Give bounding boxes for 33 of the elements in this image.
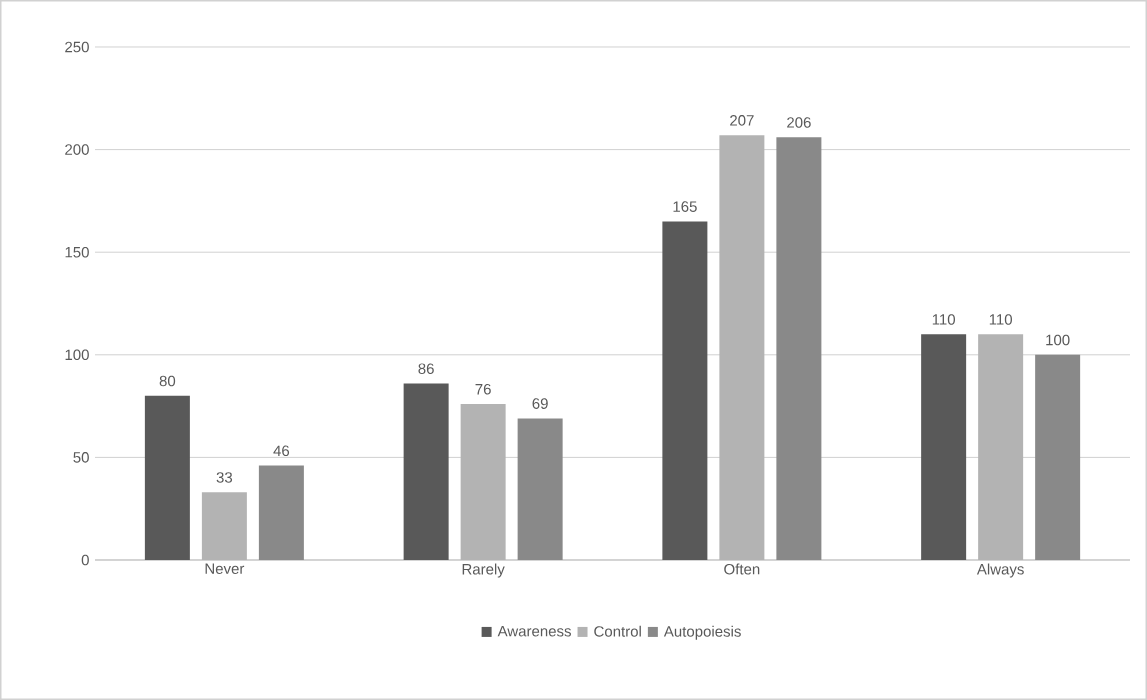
bar — [662, 221, 708, 560]
legend-label: Autopoiesis — [663, 625, 741, 640]
x-tick-label: Always — [976, 563, 1024, 578]
data-label: 110 — [932, 314, 955, 325]
data-label: 80 — [159, 375, 176, 387]
x-tick-label: Often — [724, 563, 760, 575]
data-label: 86 — [418, 363, 434, 374]
bar — [144, 395, 190, 560]
bar — [776, 137, 822, 560]
y-tick-label: 0 — [81, 554, 89, 566]
data-label: 165 — [673, 201, 697, 212]
data-label: 207 — [730, 115, 754, 126]
bar — [1035, 354, 1081, 560]
y-tick-label: 50 — [73, 452, 89, 463]
legend-label: Awareness — [497, 626, 571, 637]
data-label: 110 — [989, 314, 1012, 325]
y-tick-label: 250 — [65, 41, 89, 53]
data-label: 100 — [1046, 334, 1070, 346]
bar — [517, 418, 563, 560]
data-label: 33 — [216, 472, 233, 483]
data-label: 46 — [273, 445, 290, 457]
legend-label: Control — [594, 625, 641, 637]
data-label: 206 — [787, 117, 811, 128]
x-tick-label: Rarely — [462, 563, 505, 578]
y-tick-label: 200 — [65, 144, 89, 155]
y-tick-label: 100 — [65, 349, 89, 361]
bar — [258, 465, 304, 560]
y-tick-label: 150 — [65, 246, 89, 258]
data-label: 76 — [475, 383, 491, 395]
data-label: 69 — [532, 398, 548, 409]
bar — [403, 383, 449, 560]
x-tick-label: Never — [205, 563, 245, 574]
bar — [921, 334, 967, 560]
